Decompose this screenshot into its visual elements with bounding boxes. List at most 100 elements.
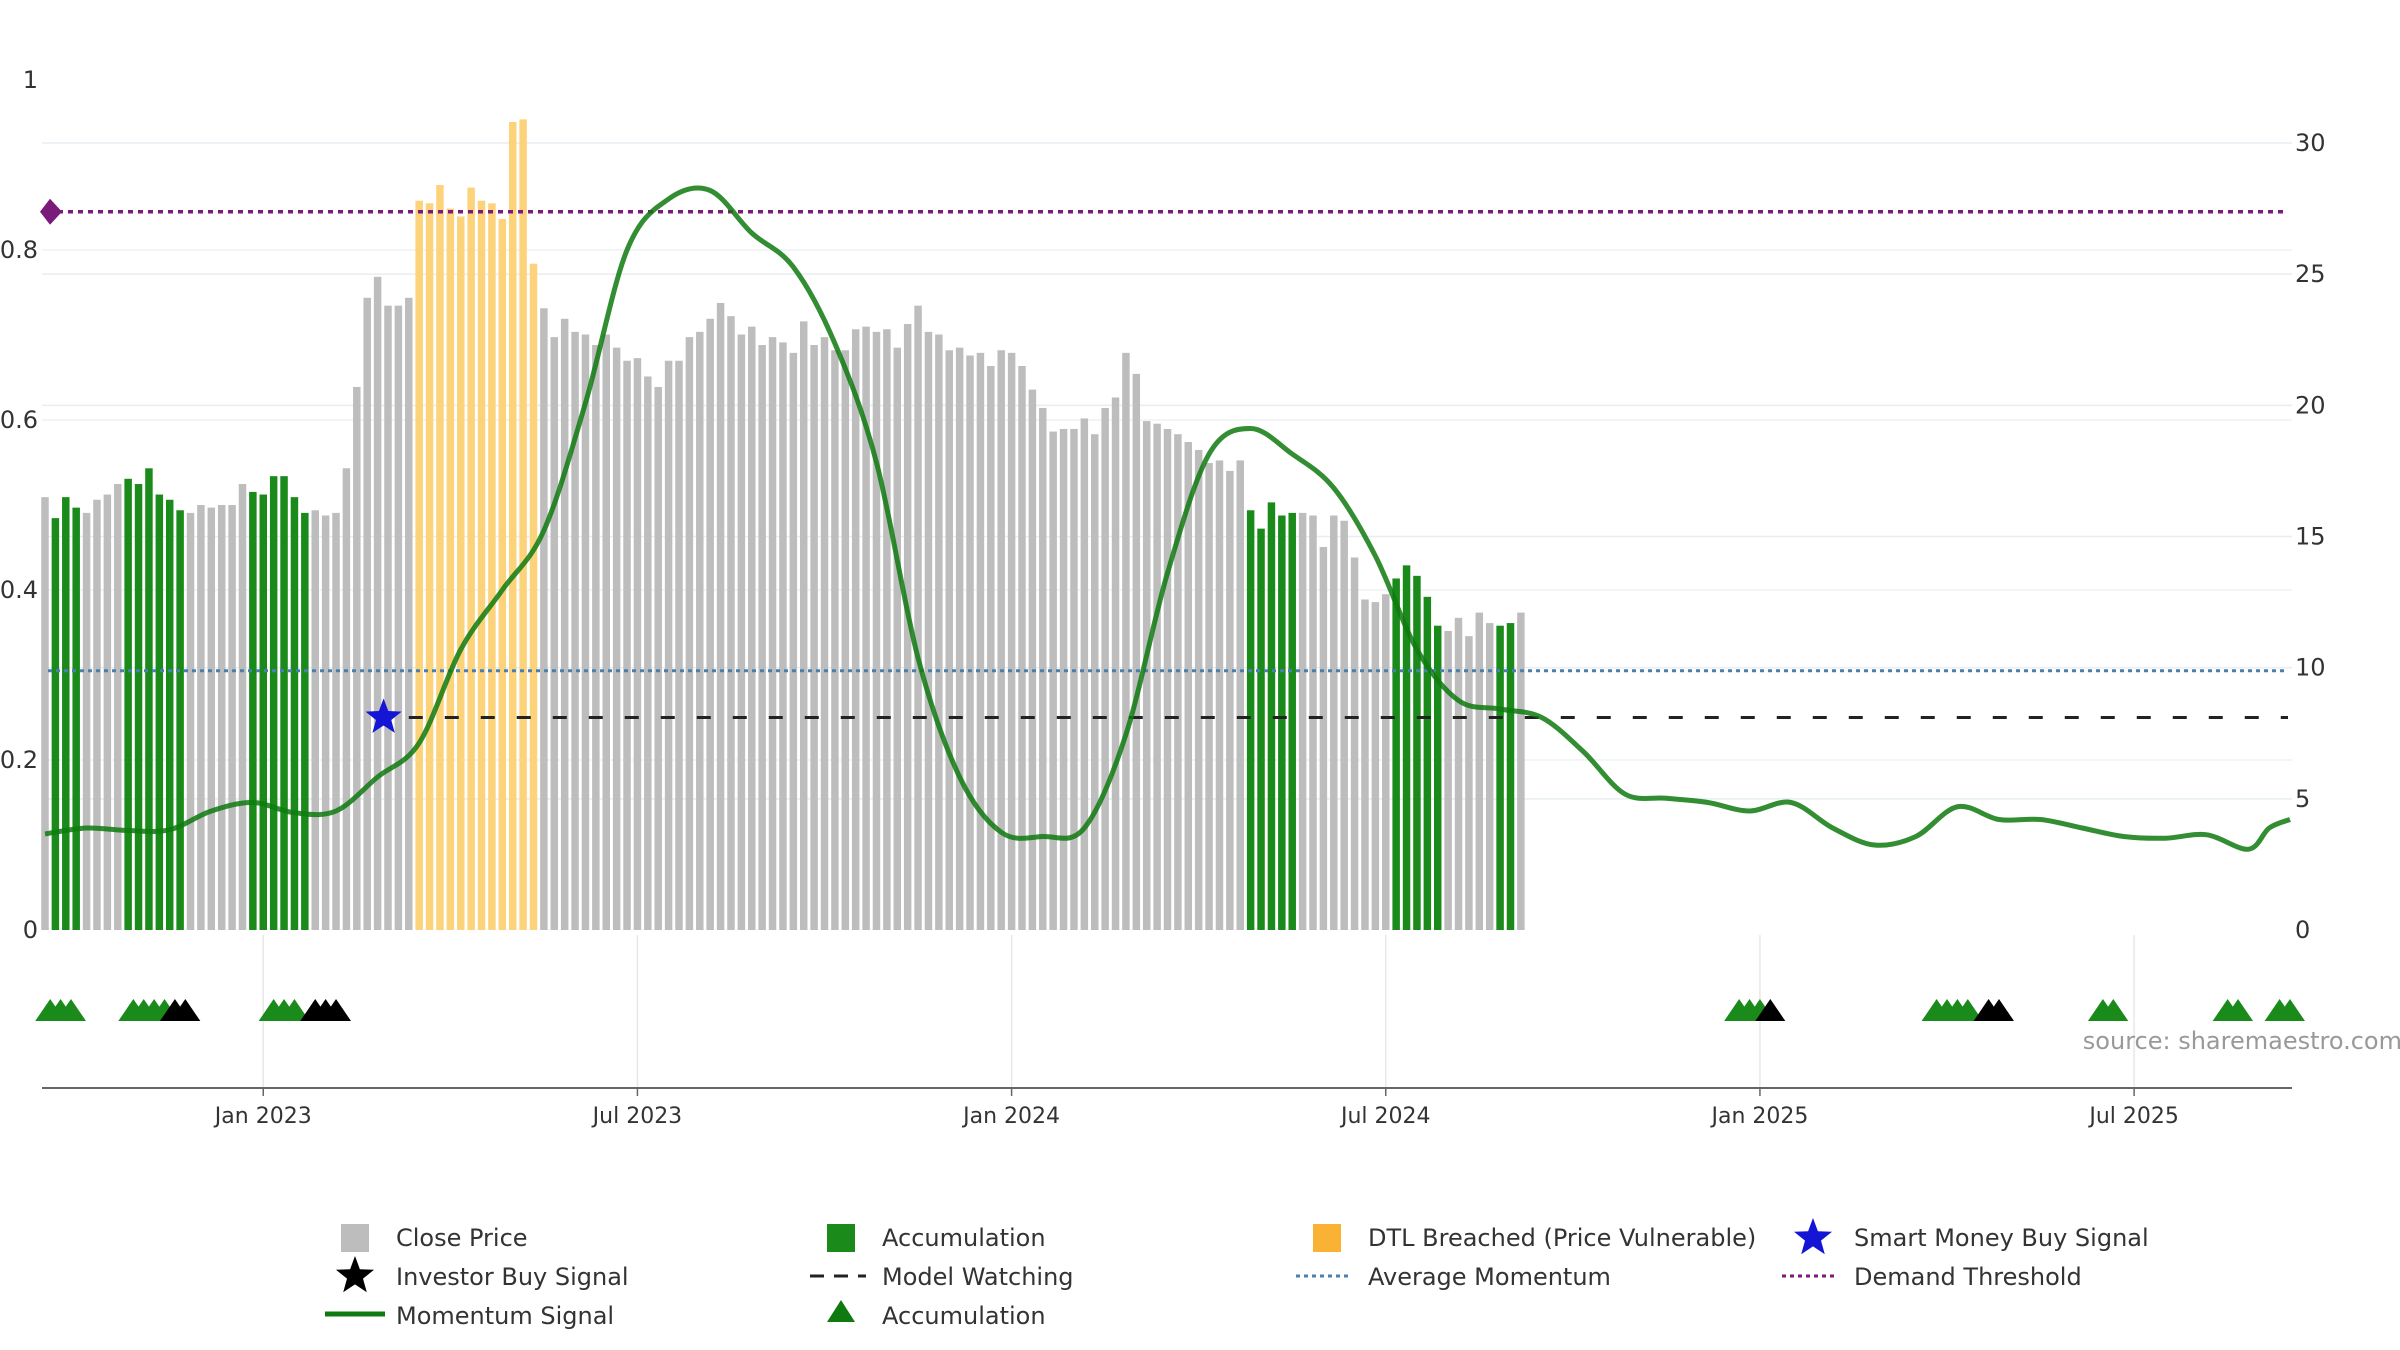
bar-orange bbox=[436, 184, 444, 930]
star-icon bbox=[336, 1256, 374, 1293]
smart-money-star bbox=[365, 698, 402, 733]
bar-orange bbox=[456, 216, 465, 930]
bar-gray bbox=[1132, 373, 1141, 930]
legend-label: Accumulation bbox=[882, 1302, 1046, 1330]
bar-gray bbox=[1382, 594, 1390, 930]
bar-gray bbox=[675, 360, 683, 930]
investor-buy-triangle bbox=[1983, 999, 2014, 1021]
investor-buy-triangle bbox=[170, 999, 201, 1021]
bar-gray bbox=[841, 350, 850, 930]
bar-gray bbox=[633, 358, 642, 930]
bar-gray bbox=[955, 347, 964, 930]
y-left-tick-label: 0.6 bbox=[0, 406, 38, 434]
bar-orange bbox=[519, 119, 527, 930]
bar-gray bbox=[1049, 431, 1057, 930]
bar-gray bbox=[41, 497, 49, 930]
bar-gray bbox=[1184, 442, 1193, 930]
x-tick-label: Jul 2024 bbox=[1339, 1104, 1431, 1129]
legend-label: Demand Threshold bbox=[1854, 1263, 2082, 1291]
legend-item-model-watching: Model Watching bbox=[810, 1263, 1074, 1291]
bar-gray bbox=[1485, 623, 1494, 930]
bar-green bbox=[1402, 565, 1411, 930]
bar-gray bbox=[799, 321, 808, 930]
bar-gray bbox=[363, 297, 371, 930]
bar-gray bbox=[1070, 428, 1078, 930]
bar-gray bbox=[186, 512, 195, 930]
bar-gray bbox=[654, 386, 662, 931]
bar-green bbox=[62, 497, 70, 930]
bar-green bbox=[1496, 625, 1504, 930]
bar-gray bbox=[550, 337, 559, 930]
bar-green bbox=[1392, 578, 1400, 930]
bar-green bbox=[1433, 625, 1442, 930]
bar-gray bbox=[1153, 423, 1161, 930]
bar-gray bbox=[1350, 557, 1359, 930]
x-axis-ticks: Jan 2023 Jul 2023 Jan 2024 Jul 2024 Jan 2025… bbox=[213, 1088, 2179, 1129]
bar-gray bbox=[405, 297, 413, 930]
bar-orange bbox=[498, 219, 507, 930]
accumulation-triangle bbox=[2098, 999, 2129, 1021]
accumulation-triangle bbox=[279, 999, 310, 1021]
bar-green bbox=[249, 491, 257, 930]
bar-gray bbox=[353, 386, 361, 931]
y-right-tick-label: 15 bbox=[2295, 523, 2326, 551]
y-right-tick-label: 30 bbox=[2295, 129, 2326, 157]
bar-gray bbox=[644, 376, 652, 930]
bar-gray bbox=[1122, 352, 1130, 930]
bar-gray bbox=[685, 337, 694, 930]
bar-green bbox=[176, 510, 184, 930]
bar-gray bbox=[664, 360, 673, 930]
bar-gray bbox=[935, 334, 943, 931]
bar-gray bbox=[997, 350, 1005, 930]
bar-gray bbox=[1236, 460, 1244, 930]
bar-gray bbox=[311, 510, 319, 930]
bar-gray bbox=[1163, 428, 1172, 930]
bar-gray bbox=[1215, 460, 1224, 930]
bar-gray bbox=[945, 350, 953, 930]
legend-swatch-orange bbox=[1313, 1224, 1341, 1252]
bar-green bbox=[72, 507, 80, 930]
bar-gray bbox=[207, 507, 216, 930]
bar-gray bbox=[1444, 630, 1452, 930]
bar-gray bbox=[1226, 470, 1234, 930]
bar-gray bbox=[238, 484, 247, 930]
bar-gray bbox=[789, 352, 798, 930]
y-right-tick-label: 20 bbox=[2295, 391, 2326, 419]
bar-gray bbox=[228, 505, 236, 930]
bar-gray bbox=[706, 318, 714, 931]
bar-gray bbox=[93, 499, 101, 930]
bar-green bbox=[145, 468, 153, 930]
investor-buy-triangle bbox=[321, 999, 352, 1021]
bar-green bbox=[124, 478, 132, 930]
bar-gray bbox=[332, 512, 340, 930]
bar-gray bbox=[768, 337, 777, 930]
bar-gray bbox=[1517, 612, 1525, 930]
legend-item-accumulation: Accumulation bbox=[827, 1224, 1046, 1252]
y-left-tick-label: 1 bbox=[23, 66, 38, 94]
legend-label: DTL Breached (Price Vulnerable) bbox=[1368, 1224, 1756, 1252]
bar-green bbox=[301, 512, 309, 930]
bar-green bbox=[1506, 623, 1515, 930]
bar-gray bbox=[914, 305, 922, 930]
legend-item-accumulation-marker: Accumulation bbox=[827, 1300, 1046, 1330]
bar-gray bbox=[966, 355, 974, 930]
bar-green bbox=[1246, 510, 1255, 930]
bar-gray bbox=[217, 505, 226, 930]
legend-item-investor-buy: Investor Buy Signal bbox=[336, 1256, 629, 1293]
demand-threshold-marker bbox=[40, 198, 62, 225]
bar-gray bbox=[737, 334, 746, 931]
bar-gray bbox=[373, 276, 382, 930]
accumulation-triangle bbox=[1952, 999, 1983, 1021]
investor-buy-triangle bbox=[1755, 999, 1786, 1021]
bar-gray bbox=[1174, 434, 1182, 930]
legend-item-demand-threshold: Demand Threshold bbox=[1782, 1263, 2082, 1291]
bar-gray bbox=[623, 360, 631, 930]
y-right-tick-label: 5 bbox=[2295, 785, 2310, 813]
legend-swatch-green bbox=[827, 1224, 855, 1252]
legend-label: Average Momentum bbox=[1368, 1263, 1611, 1291]
bar-gray bbox=[394, 305, 403, 930]
bar-gray bbox=[560, 318, 569, 931]
bar-green bbox=[290, 497, 299, 930]
legend-item-average-momentum: Average Momentum bbox=[1296, 1263, 1611, 1291]
bar-orange bbox=[425, 203, 434, 930]
